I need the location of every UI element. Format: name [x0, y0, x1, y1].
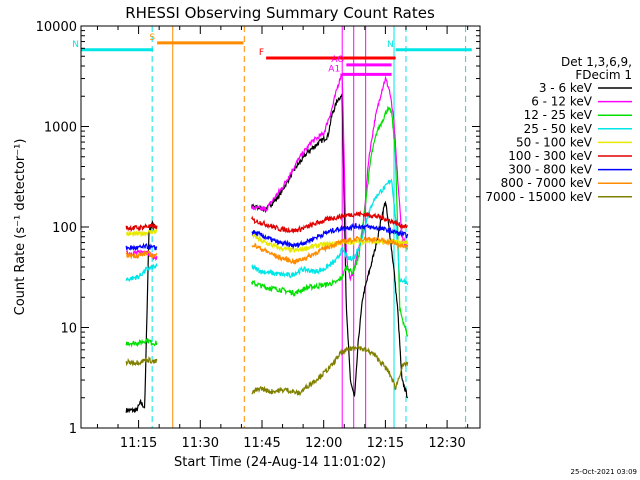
- legend-entry-label: 800 - 7000 keV: [501, 176, 593, 190]
- series-path: [125, 338, 158, 348]
- x-axis-label: Start Time (24-Aug-14 11:01:02): [174, 455, 386, 470]
- flag-label: AO: [331, 55, 344, 65]
- series-line-4: [125, 178, 409, 286]
- flag-label: N: [387, 40, 394, 50]
- series-path: [125, 249, 158, 260]
- y-tick-label: 1000: [44, 121, 77, 136]
- legend-entry-label: 6 - 12 keV: [531, 95, 593, 109]
- flag-label: N: [72, 40, 79, 50]
- x-tick-label: 11:30: [182, 436, 219, 451]
- series-path: [251, 93, 409, 399]
- x-tick-label: 12:15: [367, 436, 404, 451]
- legend-header: FDecim 1: [575, 68, 632, 82]
- flag-label: S: [149, 33, 155, 43]
- legend-entry-label: 300 - 800 keV: [508, 163, 592, 177]
- y-axis-label: Count Rate (s⁻¹ detector⁻¹): [13, 139, 28, 316]
- flag-label: F: [259, 48, 264, 58]
- series-path: [251, 105, 409, 338]
- series-path: [251, 72, 409, 282]
- legend-entry-label: 7000 - 15000 keV: [485, 190, 592, 204]
- axis-layer: 1 10 100 1000 10000 11:15 11:30 11:45 12:00 12:15…: [36, 20, 480, 451]
- series-line-7: [125, 222, 409, 252]
- series-path: [125, 262, 158, 283]
- chart-title: RHESSI Observing Summary Count Rates: [125, 4, 435, 22]
- x-tick-label: 12:30: [428, 436, 465, 451]
- series-line-9: [125, 344, 409, 397]
- series-path: [251, 235, 409, 265]
- series-path: [251, 222, 409, 250]
- series-path: [251, 344, 409, 397]
- series-path: [125, 355, 158, 367]
- x-tick-label: 11:15: [120, 436, 157, 451]
- series-line-8: [125, 235, 409, 265]
- timestamp: 25-Oct-2021 03:09: [571, 468, 637, 476]
- series-path: [251, 178, 409, 286]
- series-layer: [125, 72, 409, 414]
- series-path: [125, 242, 158, 252]
- y-tick-label: 1: [69, 422, 77, 437]
- legend-entry-label: 3 - 6 keV: [539, 81, 593, 95]
- x-tick-label: 11:45: [243, 436, 280, 451]
- y-tick-label: 100: [52, 221, 77, 236]
- x-tick-label: 12:00: [305, 436, 342, 451]
- legend-entry-label: 100 - 300 keV: [508, 149, 592, 163]
- legend-header: Det 1,3,6,9,: [561, 55, 632, 69]
- series-path: [251, 232, 409, 254]
- series-line-3: [125, 105, 409, 348]
- series-path: [251, 210, 409, 234]
- series-line-6: [125, 210, 409, 234]
- flag-label: A1: [328, 64, 340, 74]
- legend-entry-label: 12 - 25 keV: [524, 108, 593, 122]
- series-line-5: [125, 227, 409, 254]
- series-path: [125, 227, 158, 238]
- series-path: [125, 222, 158, 233]
- legend-entry-label: 50 - 100 keV: [516, 135, 593, 149]
- legend-entry-label: 25 - 50 keV: [524, 122, 593, 136]
- y-tick-label: 10000: [36, 20, 77, 35]
- y-tick-label: 10: [60, 322, 77, 337]
